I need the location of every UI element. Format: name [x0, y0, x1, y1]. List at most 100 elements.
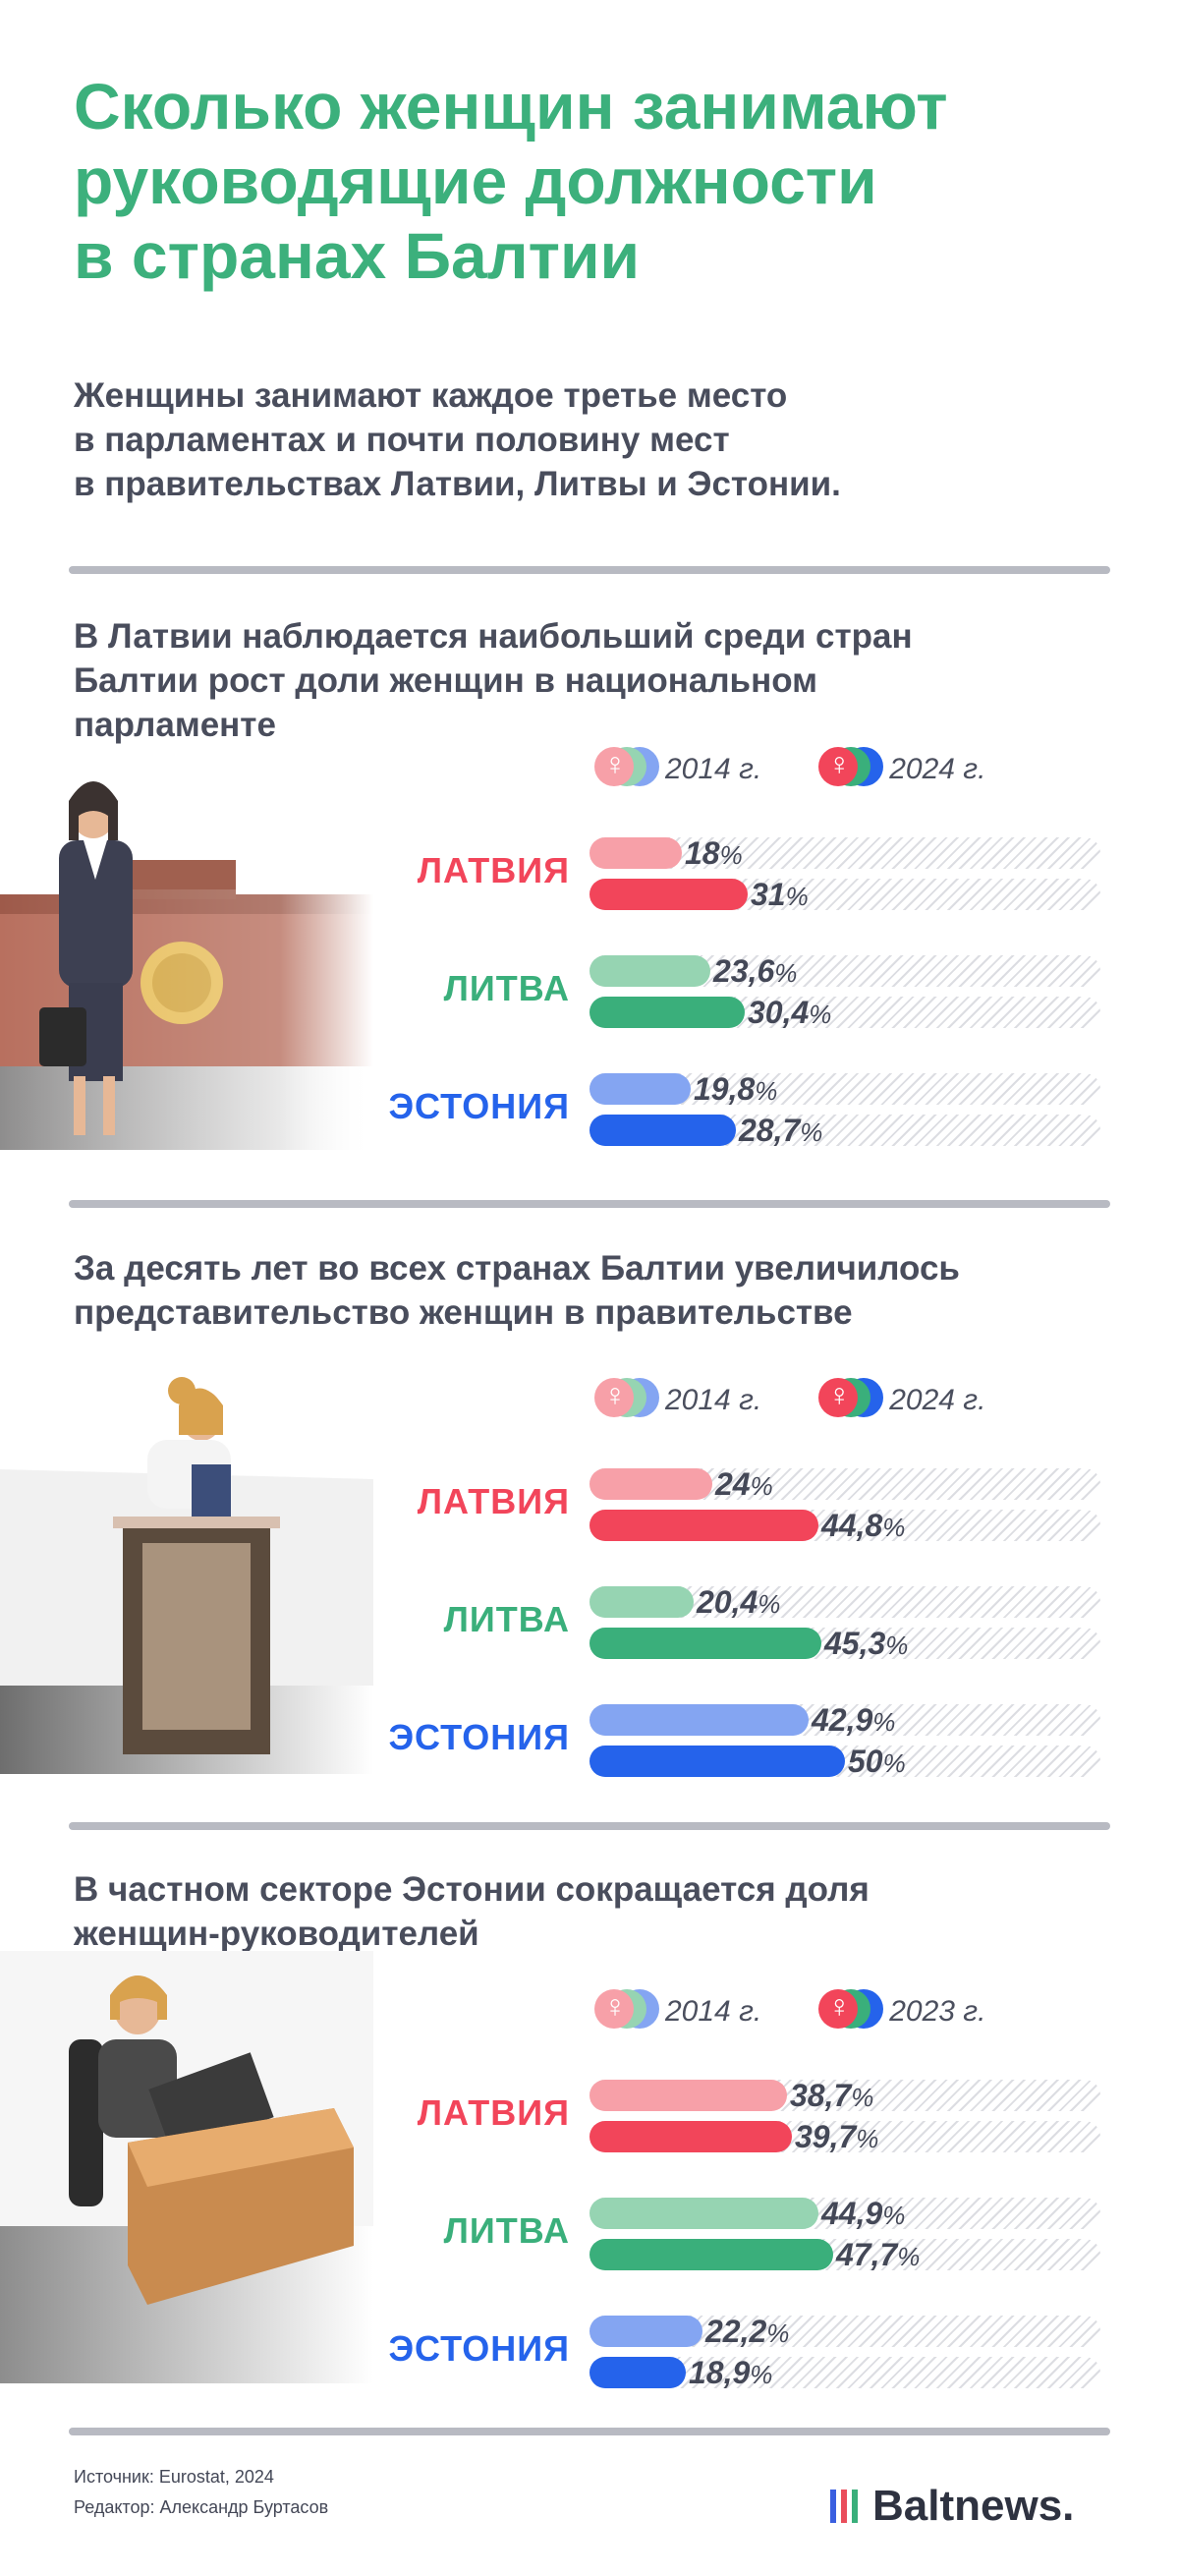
woman-with-briefcase-icon — [0, 781, 373, 1150]
value-label: 44,8% — [821, 1508, 906, 1543]
logo-text: Baltnews. — [872, 2482, 1075, 2530]
venus-circle — [818, 1989, 859, 2029]
bar — [590, 2316, 702, 2347]
value-label: 39,7% — [795, 2119, 879, 2154]
bar — [590, 2239, 833, 2270]
legend-item: ♀ 2014 г. — [594, 746, 762, 792]
bar — [590, 997, 745, 1028]
legend: ♀ 2014 г. ♀ 2023 г. — [594, 1988, 986, 2034]
value-label: 38,7% — [790, 2078, 874, 2113]
source-note: Источник: Eurostat, 2024 — [74, 2467, 274, 2487]
bar — [590, 1115, 736, 1146]
bar — [590, 1468, 712, 1500]
bar — [590, 1073, 691, 1105]
bar — [590, 955, 710, 987]
bar — [590, 1586, 694, 1618]
legend-item: ♀ 2024 г. — [818, 746, 986, 792]
country-label: ЛАТВИЯ — [417, 1481, 570, 1521]
venus-glyph: ♀ — [827, 746, 852, 781]
percent-sign: % — [885, 1631, 909, 1660]
value-label: 24% — [715, 1466, 773, 1502]
value-label: 44,9% — [821, 2196, 906, 2231]
country-label: ЛИТВА — [443, 968, 570, 1008]
legend-item: ♀ 2014 г. — [594, 1377, 762, 1423]
legend-label: 2014 г. — [665, 1995, 762, 2028]
section-title-private-sector: В частном секторе Эстонии сокращается до… — [74, 1870, 870, 1953]
value-label: 50% — [848, 1744, 906, 1779]
percent-sign: % — [851, 2083, 874, 2112]
value-label: 47,7% — [836, 2237, 921, 2272]
venus-symbol-icon: ♀ — [594, 1377, 659, 1423]
value-label: 28,7% — [739, 1113, 823, 1148]
venus-circle — [594, 1989, 634, 2029]
percent-sign: % — [882, 1513, 906, 1542]
value-label: 42,9% — [812, 1702, 896, 1738]
country-label: ЭСТОНИЯ — [388, 1717, 570, 1757]
bar — [590, 879, 748, 910]
value-label: 30,4% — [748, 995, 832, 1030]
private-sector-illustration — [0, 1951, 373, 2383]
venus-glyph: ♀ — [827, 1988, 852, 2024]
baltnews-logo: Baltnews. — [830, 2482, 1074, 2531]
bar — [590, 1704, 809, 1736]
bar — [590, 1628, 821, 1659]
venus-circle — [594, 1378, 634, 1417]
venus-circle — [594, 747, 634, 786]
country-label: ЛИТВА — [443, 1599, 570, 1639]
legend-label: 2024 г. — [889, 753, 986, 785]
value-label: 31% — [751, 877, 809, 912]
logo-stripes-icon — [830, 2490, 863, 2523]
divider — [69, 566, 1110, 574]
bar — [590, 2357, 686, 2388]
bar — [590, 1746, 845, 1777]
government-illustration — [0, 1361, 373, 1774]
page-title: Сколько женщин занимают руководящие долж… — [74, 70, 948, 292]
percent-sign: % — [800, 1117, 823, 1147]
value-label: 18% — [685, 835, 743, 871]
percent-sign: % — [882, 2201, 906, 2230]
percent-sign: % — [809, 1000, 832, 1029]
legend-item: ♀ 2023 г. — [818, 1988, 986, 2034]
divider — [69, 1822, 1110, 1830]
venus-circle — [818, 1378, 859, 1417]
value-label: 19,8% — [694, 1071, 778, 1107]
bar — [590, 1510, 818, 1541]
percent-sign: % — [897, 2242, 921, 2271]
bar — [590, 2080, 787, 2111]
section-title-government: За десять лет во всех странах Балтии уве… — [74, 1249, 960, 1332]
legend-item: ♀ 2024 г. — [818, 1377, 986, 1423]
venus-circle — [818, 747, 859, 786]
legend-label: 2024 г. — [889, 1384, 986, 1416]
country-label: ЛИТВА — [443, 2210, 570, 2251]
country-label: ЭСТОНИЯ — [388, 1086, 570, 1126]
bar — [590, 837, 682, 869]
legend-label: 2014 г. — [665, 753, 762, 785]
divider — [69, 2428, 1110, 2435]
value-label: 22,2% — [705, 2314, 790, 2349]
value-label: 18,9% — [689, 2355, 773, 2390]
legend: ♀ 2014 г. ♀ 2024 г. — [594, 1377, 986, 1423]
bar — [590, 2198, 818, 2229]
legend-label: 2023 г. — [889, 1995, 986, 2028]
venus-glyph: ♀ — [827, 1377, 852, 1412]
legend: ♀ 2014 г. ♀ 2024 г. — [594, 746, 986, 792]
legend-label: 2014 г. — [665, 1384, 762, 1416]
woman-at-podium-icon — [0, 1377, 373, 1774]
venus-glyph: ♀ — [603, 1377, 627, 1412]
value-label: 45,3% — [824, 1626, 909, 1661]
percent-sign: % — [758, 1589, 781, 1619]
venus-symbol-icon: ♀ — [818, 1377, 884, 1423]
percent-sign: % — [766, 2318, 790, 2348]
country-label: ЭСТОНИЯ — [388, 2328, 570, 2369]
venus-glyph: ♀ — [603, 1988, 627, 2024]
percent-sign: % — [750, 2360, 773, 2389]
venus-symbol-icon: ♀ — [818, 746, 884, 792]
venus-symbol-icon: ♀ — [594, 1988, 659, 2034]
percent-sign: % — [774, 958, 798, 988]
country-label: ЛАТВИЯ — [417, 2092, 570, 2133]
parliament-illustration — [0, 772, 373, 1150]
divider — [69, 1200, 1110, 1208]
percent-sign: % — [755, 1076, 778, 1106]
woman-at-laptop-icon — [0, 1951, 373, 2383]
venus-symbol-icon: ♀ — [594, 746, 659, 792]
